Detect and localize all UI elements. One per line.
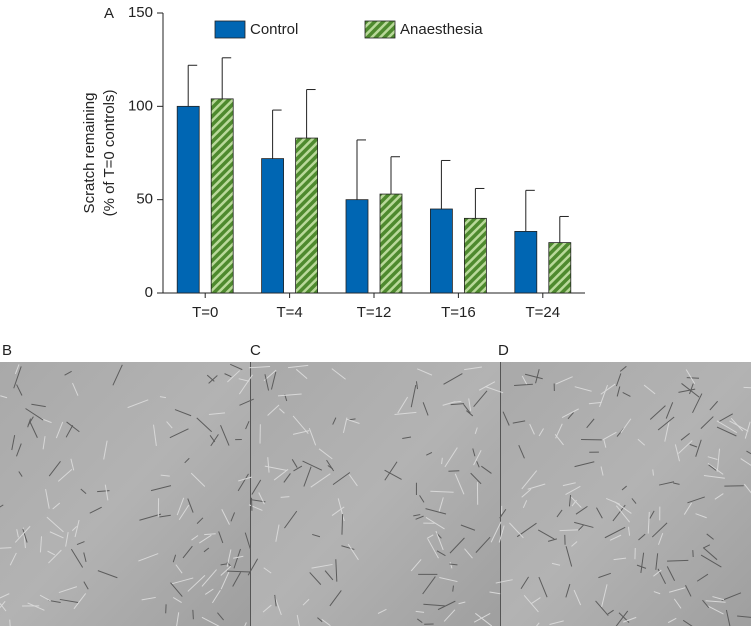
- error-bar: [526, 190, 535, 231]
- bar: [346, 200, 368, 293]
- error-bar: [188, 65, 197, 106]
- x-tick-label: T=4: [276, 304, 302, 321]
- legend-swatch: [215, 21, 245, 38]
- error-bar: [273, 110, 282, 159]
- bar: [211, 99, 233, 293]
- error-bar: [307, 90, 316, 139]
- y-tick-label: 0: [145, 284, 153, 301]
- bar: [380, 194, 402, 293]
- bar: [177, 106, 199, 293]
- error-bar: [475, 188, 484, 218]
- y-tick-label: 50: [136, 191, 153, 208]
- bar: [549, 243, 571, 293]
- error-bar: [222, 58, 231, 99]
- panel-label: B: [2, 342, 12, 359]
- panel-label: C: [250, 342, 261, 359]
- bar: [464, 218, 486, 293]
- panel-label: A: [104, 5, 114, 22]
- error-bar: [441, 160, 450, 209]
- y-tick-label: 100: [128, 97, 153, 114]
- micrograph: [0, 362, 250, 626]
- legend-label: Control: [250, 21, 298, 38]
- micrograph: [501, 362, 751, 626]
- y-tick-label: 150: [128, 4, 153, 21]
- x-tick-label: T=12: [357, 304, 392, 321]
- x-tick-label: T=0: [192, 304, 218, 321]
- bar: [430, 209, 452, 293]
- bar: [515, 231, 537, 293]
- legend-swatch: [365, 21, 395, 38]
- legend-label: Anaesthesia: [400, 21, 483, 38]
- x-tick-label: T=24: [525, 304, 560, 321]
- x-tick-label: T=16: [441, 304, 476, 321]
- error-bar: [357, 140, 366, 200]
- panel-label: D: [498, 342, 509, 359]
- bar: [262, 159, 284, 293]
- error-bar: [560, 216, 569, 242]
- bar: [296, 138, 318, 293]
- y-axis-label: Scratch remaining: [81, 93, 98, 214]
- error-bar: [391, 157, 400, 194]
- y-axis-label: (% of T=0 controls): [101, 90, 118, 217]
- micrograph: [251, 362, 500, 626]
